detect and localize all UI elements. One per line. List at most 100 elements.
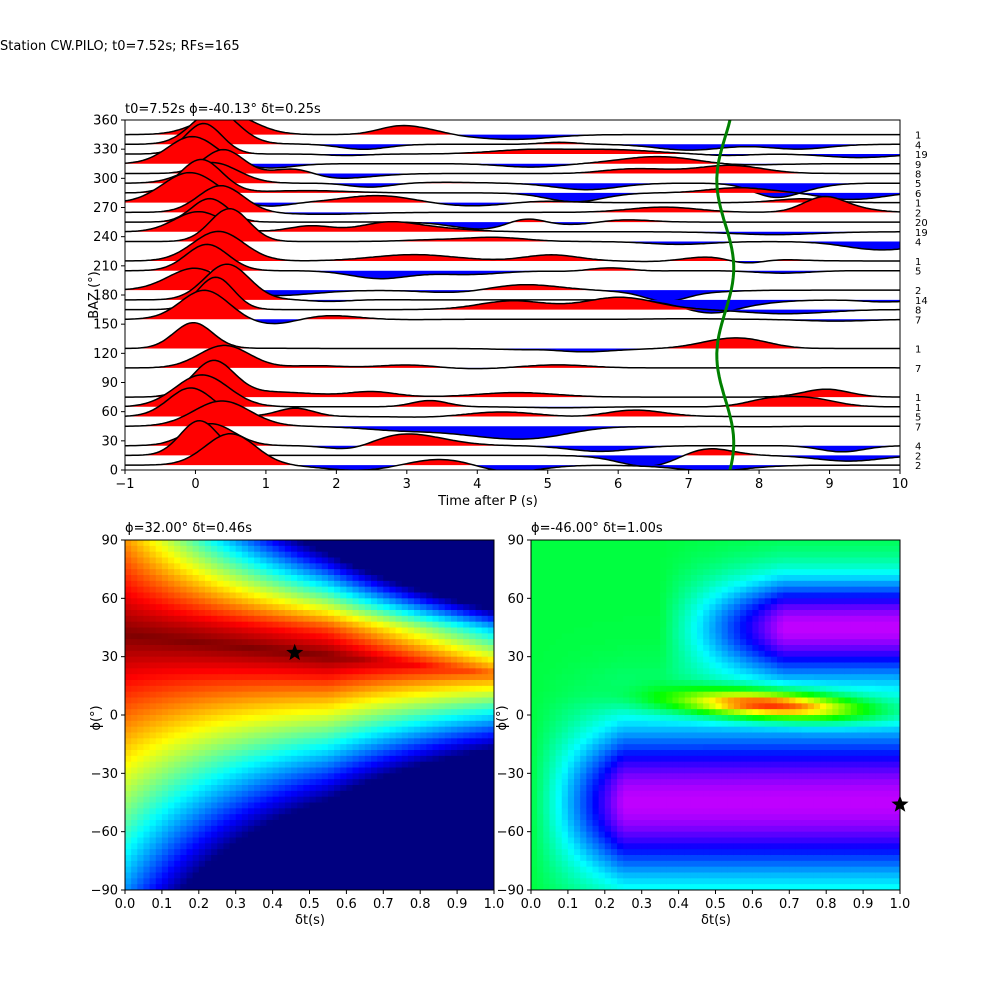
heatmap-cell [592,831,600,839]
heatmap-cell [543,785,551,792]
heatmap-cell [284,814,292,821]
heatmap-cell [401,831,409,839]
heatmap-cell [469,586,477,594]
heatmap-cell [487,656,494,664]
heatmap-cell [297,592,304,599]
heatmap-cell [291,831,298,839]
heatmap-cell [420,674,427,681]
heatmap-cell [580,878,587,885]
heatmap-cell [457,732,464,739]
heatmap-cell [272,855,280,862]
heatmap-cell [561,709,569,716]
heatmap-cell [149,755,157,763]
rf-count-label: 1 [915,403,921,414]
heatmap-cell [303,604,311,611]
heatmap-cell [131,615,138,623]
heatmap-cell [598,557,606,564]
heatmap-cell [168,703,175,710]
heatmap-cell [414,621,421,629]
heatmap-cell [604,639,612,646]
heatmap-cell [629,569,637,576]
heatmap-cell [414,540,421,547]
heatmap-cell [235,872,243,879]
rf-negative-fill [125,445,900,452]
heatmap-cell [211,820,218,827]
heatmap-cell [469,610,477,617]
heatmap-cell [125,726,132,734]
heatmap-cell [309,633,317,640]
heatmap-cell [186,633,194,640]
heatmap-cell [574,849,581,856]
heatmap-cell [647,621,655,629]
heatmap-cell [131,831,138,839]
heatmap-cell [580,575,587,582]
heatmap-cell [168,808,175,815]
heatmap-cell [610,639,618,646]
heatmap-cell [543,860,551,868]
heatmap-cell [186,738,194,745]
heatmap-cell [278,662,286,669]
heatmap-cell [211,586,218,594]
heatmap-cell [444,662,452,669]
heatmap-cell [371,761,378,769]
heatmap-cell [364,773,372,780]
heatmap-cell [352,767,360,774]
heatmap-cell [481,703,489,710]
heatmap-cell [592,691,600,699]
heatmap-cell [364,744,372,751]
heatmap-cell [254,884,261,890]
heatmap-cell [297,569,304,576]
heatmap-cell [450,790,458,798]
heatmap-cell [321,872,329,879]
heatmap-cell [420,545,427,553]
heatmap-cell [346,767,354,774]
heatmap-cell [469,802,477,809]
heatmap-cell [309,662,317,669]
heatmap-cell [266,545,274,553]
heatmap-cell [543,750,551,757]
heatmap-cell [377,820,384,827]
heatmap-cell [266,820,274,827]
heatmap-cell [161,598,169,605]
heatmap-cell [395,814,403,821]
heatmap-cell [235,645,243,652]
heatmap-cell [543,697,551,704]
heatmap-cell [180,551,188,559]
heatmap-cell [537,662,544,669]
rf-count-label: 5 [915,413,921,424]
heatmap-cell [574,715,581,722]
heatmap-cell [457,703,464,710]
heatmap-cell [395,878,403,885]
heatmap-cell [598,755,606,763]
heatmap-cell [635,662,643,669]
heatmap-cell [260,755,268,763]
heatmap-cell [309,674,317,681]
heatmap-cell [371,855,378,862]
heatmap-cell [641,726,649,734]
heatmap-cell [358,790,366,798]
heatmap-cell [358,860,366,868]
heatmap-cell [161,615,169,623]
heatmap-cell [463,755,470,763]
heatmap-cell [395,761,403,769]
heatmap-cell [444,598,452,605]
x-tick-label: −1 [115,477,134,492]
heatmap-cell [284,831,292,839]
heatmap-cell [475,860,483,868]
heatmap-cell [641,738,649,745]
heatmap-cell [211,621,218,629]
heatmap-cell [358,650,366,658]
heatmap-cell [309,738,317,745]
heatmap-cell [334,779,341,786]
heatmap-cell [217,767,224,774]
heatmap-cell [623,592,630,599]
rf-trace-line [125,197,900,230]
heatmap-cell [297,767,304,774]
heatmap-cell [617,697,624,704]
heatmap-cell [149,866,157,874]
heatmap-cell [168,849,175,856]
heatmap-cell [180,563,188,570]
heatmap-cell [235,685,243,693]
heatmap-cell [174,878,181,885]
heatmap-cell [531,767,538,774]
